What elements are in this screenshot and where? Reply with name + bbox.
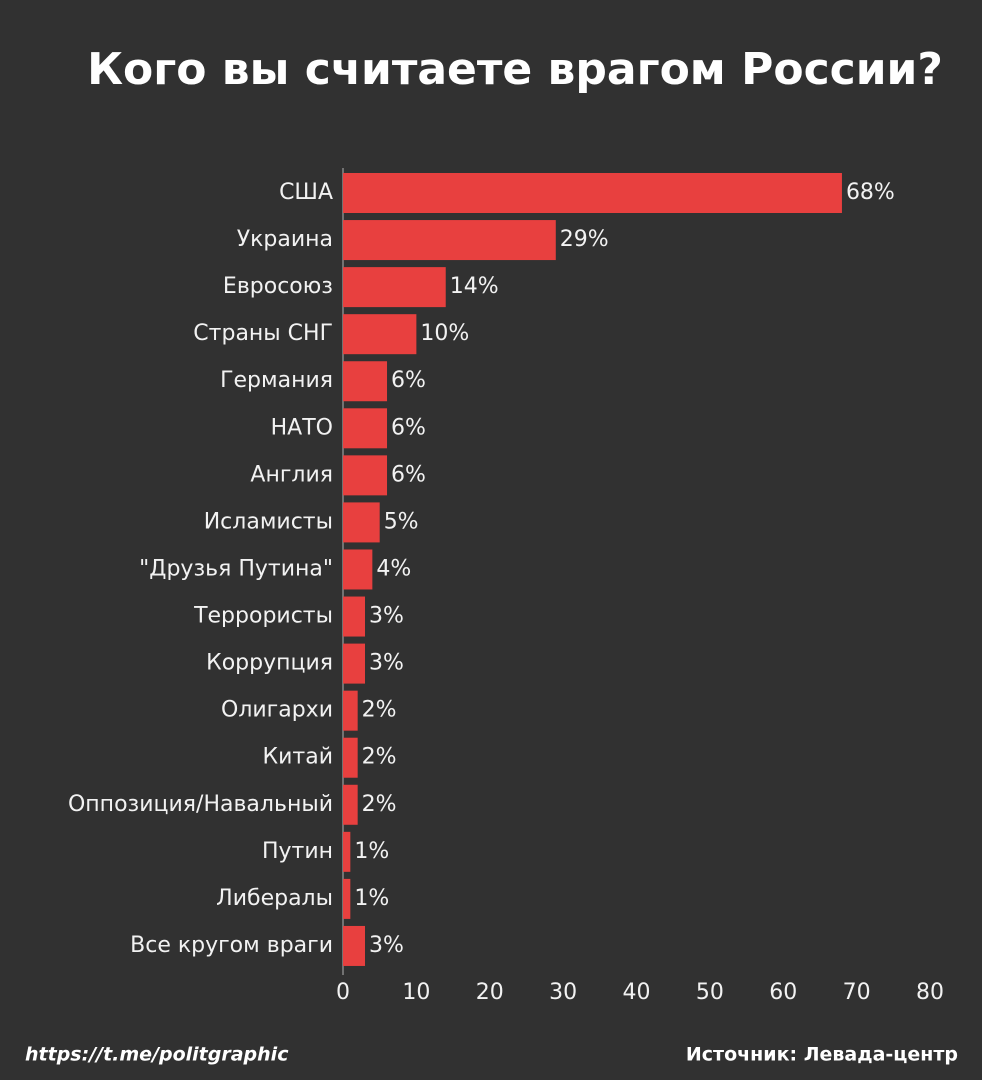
bar [343, 267, 446, 308]
x-tick-label: 40 [623, 980, 651, 1005]
x-tick-label: 0 [336, 980, 350, 1005]
x-tick-label: 50 [696, 980, 724, 1005]
bar [343, 361, 388, 402]
y-tick-label: Путин [262, 839, 333, 864]
x-tick-label: 80 [916, 980, 944, 1005]
y-tick-label: Китай [262, 745, 333, 770]
y-tick-label: США [279, 180, 333, 205]
y-tick-label: Украина [237, 227, 333, 252]
y-tick-label: Евросоюз [223, 274, 333, 299]
value-label: 6% [391, 415, 426, 440]
value-label: 5% [384, 509, 419, 534]
x-tick-label: 10 [402, 980, 430, 1005]
value-label: 14% [450, 274, 499, 299]
url: https://t.me/politgraphic [25, 1044, 289, 1066]
y-tick-label: Все кругом враги [130, 933, 333, 958]
bar [343, 455, 388, 496]
value-label: 6% [391, 368, 426, 393]
value-label: 3% [369, 651, 404, 676]
bar [343, 643, 366, 684]
value-label: 68% [846, 180, 895, 205]
y-tick-label: Страны СНГ [193, 321, 333, 346]
bar [343, 596, 366, 637]
bar [343, 408, 388, 449]
y-tick-label: НАТО [271, 415, 333, 440]
value-label: 1% [354, 886, 389, 911]
y-tick-label: Коррупция [206, 651, 333, 676]
bar [343, 314, 417, 355]
y-tick-label: Англия [250, 462, 333, 487]
bar [343, 549, 373, 590]
y-tick-label: Террористы [193, 604, 333, 629]
x-tick-label: 70 [843, 980, 871, 1005]
value-label: 3% [369, 933, 404, 958]
y-tick-label: Исламисты [204, 509, 333, 534]
x-tick-label: 20 [476, 980, 504, 1005]
bar [343, 502, 380, 543]
value-label: 2% [362, 698, 397, 723]
value-label: 3% [369, 604, 404, 629]
value-label: 6% [391, 462, 426, 487]
bar [343, 878, 351, 919]
bar [343, 925, 366, 966]
y-tick-label: "Друзья Путина" [139, 556, 333, 581]
bar [343, 831, 351, 872]
value-label: 10% [420, 321, 469, 346]
bar [343, 220, 556, 261]
y-tick-label: Оппозиция/Навальный [68, 792, 333, 817]
x-tick-label: 60 [769, 980, 797, 1005]
bar [343, 784, 358, 825]
value-label: 1% [354, 839, 389, 864]
source: Источник: Левада-центр [686, 1044, 958, 1066]
value-label: 2% [362, 792, 397, 817]
x-tick-label: 30 [549, 980, 577, 1005]
bar [343, 737, 358, 778]
chart-title: Кого вы считаете врагом России? [87, 44, 943, 95]
value-label: 2% [362, 745, 397, 770]
bar [343, 173, 842, 213]
value-label: 4% [376, 556, 411, 581]
value-label: 29% [560, 227, 609, 252]
y-tick-label: Либералы [216, 886, 333, 911]
y-tick-label: Олигархи [221, 698, 333, 723]
bar [343, 690, 358, 731]
y-tick-label: Германия [220, 368, 333, 393]
